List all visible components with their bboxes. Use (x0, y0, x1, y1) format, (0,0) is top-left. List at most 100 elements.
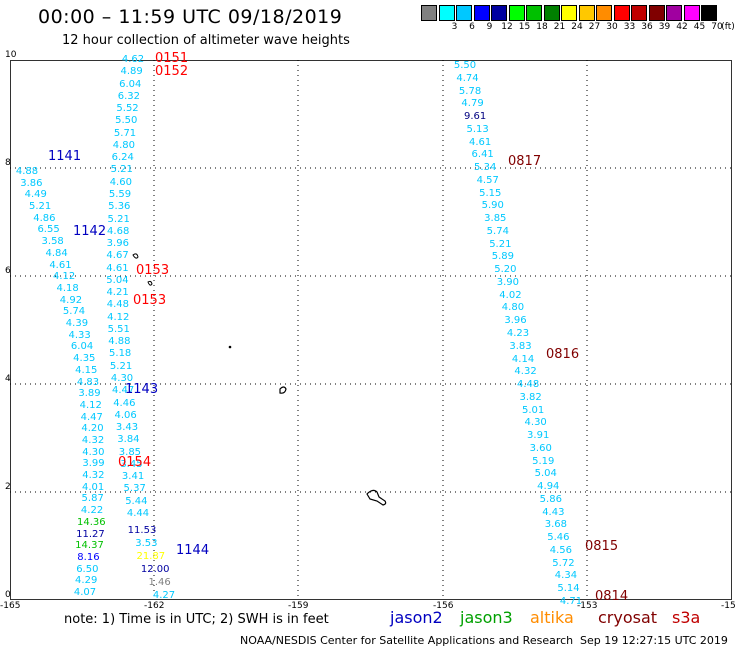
wave-height-value: 3.58 (41, 236, 64, 248)
legend-label: 42 (676, 22, 688, 32)
wave-height-value: 4.94 (537, 481, 560, 493)
y-tick-label: 4 (5, 374, 11, 384)
map-subtitle: 12 hour collection of altimeter wave hei… (62, 33, 350, 48)
wave-height-value: 4.22 (80, 505, 104, 517)
legend-label: 45 (693, 22, 706, 32)
pass-time-label: 1141 (48, 149, 82, 164)
wave-height-value: 5.04 (106, 274, 129, 286)
pass-time-label: 1144 (176, 543, 210, 558)
wave-height-value: 5.04 (534, 468, 557, 480)
wave-height-value: 4.60 (109, 176, 132, 188)
wave-height-value: 5.74 (486, 225, 509, 237)
wave-height-value: 4.48 (516, 379, 540, 391)
legend-swatch (631, 5, 647, 21)
legend-label: 3 (451, 22, 458, 32)
wave-height-value: 4.32 (514, 366, 537, 378)
wave-height-value: 5.50 (115, 115, 138, 127)
wave-height-value: 3.45 (120, 458, 143, 470)
wave-height-value: 4.18 (56, 282, 79, 294)
wave-height-value: 4.12 (79, 399, 102, 411)
wave-height-value: 4.74 (456, 72, 479, 84)
wave-height-value: 4.80 (112, 139, 135, 151)
wave-height-value: 6.04 (119, 78, 142, 90)
wave-height-value: 4.30 (524, 417, 547, 429)
wave-height-value: 4.34 (554, 570, 578, 582)
legend-label: 36 (641, 22, 653, 32)
wave-height-value: 3.68 (544, 519, 567, 531)
wave-height-value: 4.88 (108, 336, 131, 348)
wave-height-value: 3.91 (527, 430, 550, 442)
wave-height-value: 5.89 (491, 251, 514, 263)
pass-time-label: 0817 (508, 154, 542, 169)
wave-height-value: 5.37 (123, 483, 146, 495)
satellite-jason2: jason2 (390, 608, 443, 627)
wave-height-value: 4.48 (106, 299, 129, 311)
wave-height-value: 11.27 (76, 528, 105, 540)
wave-height-value: 11.53 (127, 525, 157, 536)
wave-height-value: 5.19 (532, 455, 555, 467)
legend-swatch (438, 5, 455, 21)
legend-unit: (ft) (721, 22, 735, 32)
wave-height-value: 5.21 (489, 238, 512, 250)
wave-height-value: 4.27 (152, 590, 176, 601)
wave-height-value: 4.83 (76, 376, 100, 388)
wave-height-value: 4.32 (82, 470, 105, 482)
wave-height-value: 4.32 (81, 434, 105, 446)
legend-swatch (543, 5, 560, 21)
wave-height-value: 4.88 (15, 166, 39, 177)
wave-height-value: 4.67 (106, 250, 129, 262)
legend-label: 12 (501, 22, 513, 32)
island-outline (147, 280, 153, 286)
pass-time-label: 0816 (546, 347, 580, 362)
legend-label: 9 (486, 22, 493, 32)
wave-height-value: 5.52 (116, 103, 139, 115)
wave-height-value: 5.20 (494, 264, 517, 276)
wave-height-value: 4.14 (511, 353, 535, 365)
wave-height-value: 4.46 (113, 397, 136, 409)
pass-time-label: 0151 (155, 51, 189, 66)
x-tick-label: -162 (144, 601, 165, 611)
island-outline (279, 386, 287, 394)
legend-swatch (648, 5, 665, 21)
wave-height-value: 5.50 (453, 60, 477, 71)
wave-height-value: 5.86 (539, 493, 562, 505)
wave-height-value: 4.71 (559, 596, 583, 607)
wave-height-value: 5.51 (107, 323, 130, 335)
wave-height-value: 3.82 (519, 391, 542, 403)
wave-height-value: 3.53 (135, 538, 158, 549)
satellite-s3a: s3a (672, 608, 701, 627)
wave-height-value: 4.29 (75, 575, 98, 587)
legend-label: 21 (553, 22, 566, 32)
wave-height-value: 4.57 (476, 174, 499, 186)
legend-swatch (666, 5, 682, 21)
wave-height-value: 4.30 (110, 373, 134, 385)
wave-height-value: 5.74 (62, 306, 86, 318)
units-note: note: 1) Time is in UTC; 2) SWH is in fe… (64, 612, 329, 627)
legend-swatch (701, 5, 717, 21)
wave-height-value: 4.47 (111, 385, 135, 397)
wave-height-value: 6.32 (117, 90, 140, 102)
wave-height-value: 3.96 (504, 315, 527, 327)
wave-height-value: 3.90 (496, 276, 520, 288)
legend-label: 24 (571, 22, 583, 32)
wave-height-value: 5.87 (81, 493, 104, 505)
y-tick-label: 10 (5, 50, 17, 60)
wave-height-value: 5.34 (474, 162, 497, 174)
wave-height-value: 6.50 (76, 563, 99, 575)
wave-height-value: 3.99 (82, 458, 105, 470)
wave-height-value: 5.44 (125, 495, 148, 507)
pass-time-label: 0153 (133, 293, 167, 308)
wave-height-value: 5.90 (481, 200, 504, 212)
legend-swatch (683, 5, 700, 21)
pass-time-label: 1142 (73, 224, 107, 239)
wave-height-value: 5.21 (109, 360, 133, 372)
legend-label: 15 (518, 22, 531, 32)
pass-time-label: 0154 (118, 455, 152, 470)
x-tick-label: -165 (0, 601, 21, 611)
legend-label: 18 (536, 22, 548, 32)
wave-height-value: 5.36 (108, 201, 131, 213)
legend-swatch (526, 5, 542, 21)
legend-label: 70 (711, 22, 723, 32)
x-tick-label: -159 (288, 601, 309, 611)
wave-height-value: 4.20 (81, 423, 104, 435)
